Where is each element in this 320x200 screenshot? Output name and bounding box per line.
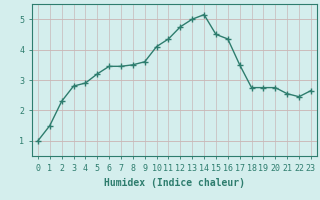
X-axis label: Humidex (Indice chaleur): Humidex (Indice chaleur) bbox=[104, 178, 245, 188]
